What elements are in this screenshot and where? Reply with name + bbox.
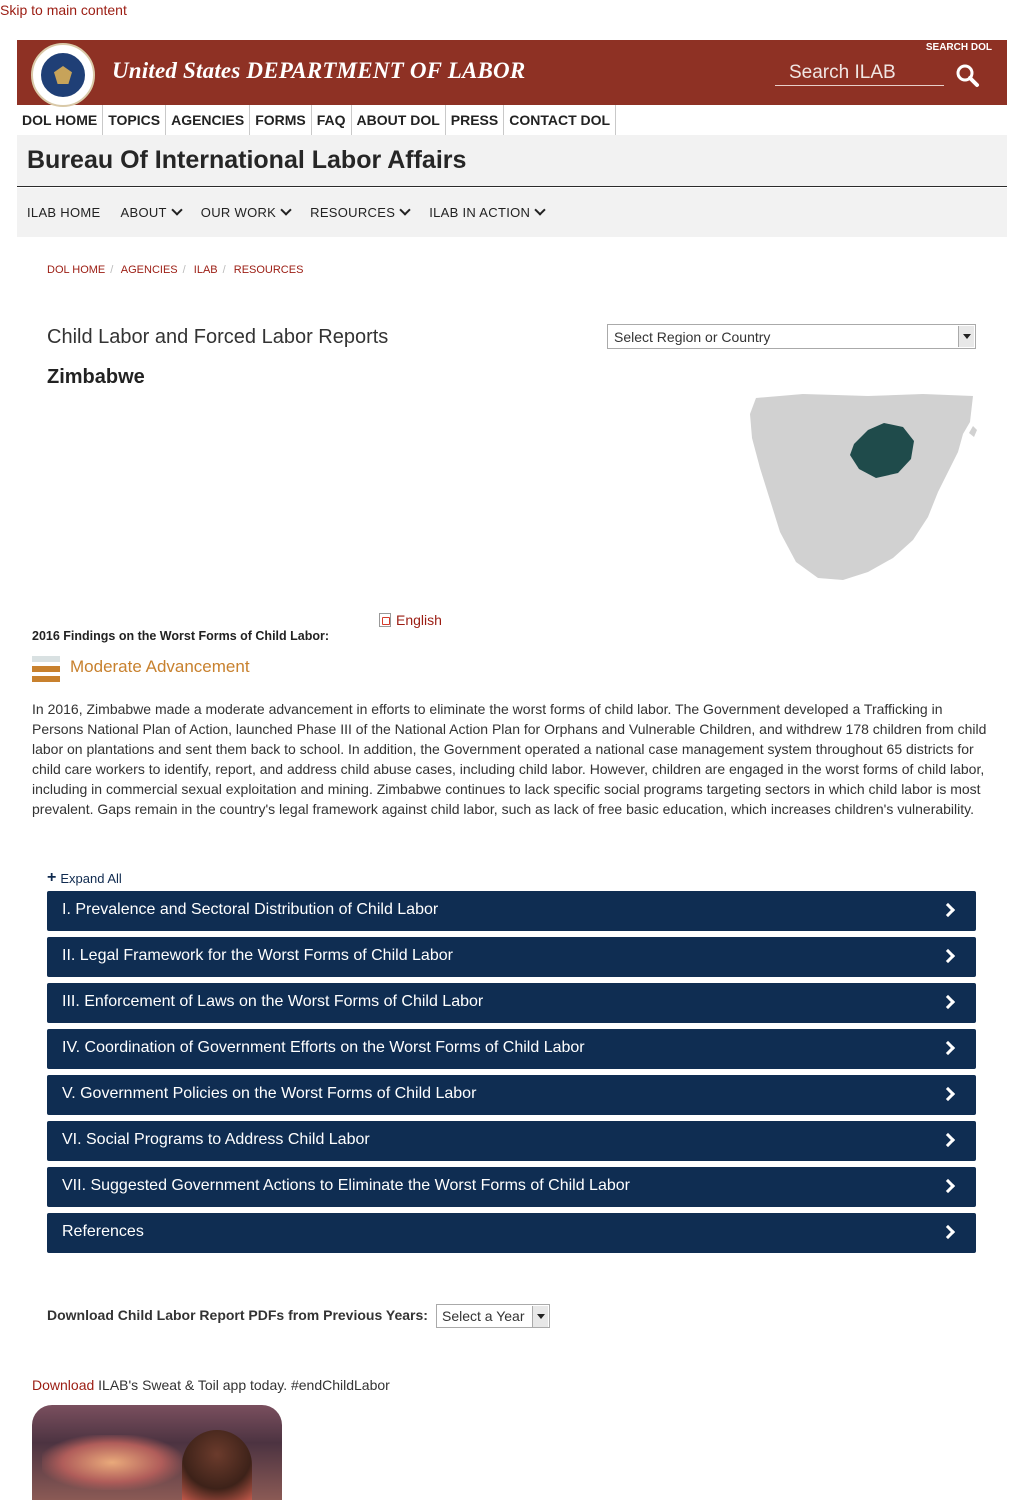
findings-heading: 2016 Findings on the Worst Forms of Chil…: [32, 629, 330, 643]
subnav-ilab-in-action[interactable]: ILAB IN ACTION: [429, 188, 546, 237]
section-suggested-actions[interactable]: VII. Suggested Government Actions to Eli…: [47, 1167, 976, 1207]
page-subtitle: Child Labor and Forced Labor Reports: [47, 326, 389, 348]
chevron-down-icon: [534, 204, 546, 216]
chevron-down-icon: [399, 204, 411, 216]
section-enforcement[interactable]: III. Enforcement of Laws on the Worst Fo…: [47, 983, 976, 1023]
report-sections: I. Prevalence and Sectoral Distribution …: [47, 891, 976, 1259]
chevron-right-icon: [940, 1178, 956, 1194]
section-coordination[interactable]: IV. Coordination of Government Efforts o…: [47, 1029, 976, 1069]
year-select[interactable]: Select a Year: [436, 1304, 550, 1328]
chevron-right-icon: [940, 1224, 956, 1240]
dol-seal-logo[interactable]: [31, 43, 95, 107]
section-legal-framework[interactable]: II. Legal Framework for the Worst Forms …: [47, 937, 976, 977]
section-prevalence[interactable]: I. Prevalence and Sectoral Distribution …: [47, 891, 976, 931]
header-banner: United States DEPARTMENT OF LABOR SEARCH…: [17, 40, 1007, 107]
country-map: [750, 394, 977, 580]
nav-dol-home[interactable]: DOL HOME: [17, 105, 104, 135]
chevron-right-icon: [940, 948, 956, 964]
chevron-down-icon: [280, 204, 292, 216]
nav-about-dol[interactable]: ABOUT DOL: [352, 105, 446, 135]
bureau-navigation: ILAB HOME ABOUT OUR WORK RESOURCES ILAB …: [17, 188, 1007, 237]
dropdown-arrow-icon: [532, 1306, 548, 1327]
chevron-right-icon: [940, 1132, 956, 1148]
section-social-programs[interactable]: VI. Social Programs to Address Child Lab…: [47, 1121, 976, 1161]
plus-icon: +: [47, 869, 57, 886]
chevron-right-icon: [940, 994, 956, 1010]
download-app-link[interactable]: Download: [32, 1377, 95, 1393]
search-icon[interactable]: [954, 62, 980, 88]
nav-press[interactable]: PRESS: [446, 105, 505, 135]
subnav-our-work[interactable]: OUR WORK: [201, 188, 292, 237]
subnav-about[interactable]: ABOUT: [121, 188, 183, 237]
top-navigation: DOL HOME TOPICS AGENCIES FORMS FAQ ABOUT…: [17, 105, 1007, 135]
bureau-header: Bureau Of International Labor Affairs: [17, 135, 1007, 187]
department-title[interactable]: United States DEPARTMENT OF LABOR: [112, 58, 526, 83]
breadcrumb-agencies[interactable]: AGENCIES: [120, 264, 178, 276]
assessment-label: Moderate Advancement: [70, 657, 250, 676]
nav-faq[interactable]: FAQ: [312, 105, 352, 135]
breadcrumb-ilab[interactable]: ILAB: [193, 264, 218, 276]
zimbabwe-highlight: [850, 423, 914, 478]
breadcrumb-resources[interactable]: RESOURCES: [233, 264, 304, 276]
nav-contact-dol[interactable]: CONTACT DOL: [504, 105, 617, 135]
download-label: Download Child Labor Report PDFs from Pr…: [47, 1307, 428, 1323]
search-input[interactable]: [775, 60, 944, 86]
chevron-down-icon: [171, 204, 183, 216]
nav-topics[interactable]: TOPICS: [103, 105, 167, 135]
section-policies[interactable]: V. Government Policies on the Worst Form…: [47, 1075, 976, 1115]
breadcrumb-dol-home[interactable]: DOL HOME: [47, 264, 106, 276]
app-promo: Download ILAB's Sweat & Toil app today. …: [32, 1377, 390, 1393]
pdf-icon: [379, 613, 391, 627]
chevron-right-icon: [940, 902, 956, 918]
country-select[interactable]: Select Region or Country: [607, 324, 976, 349]
nav-agencies[interactable]: AGENCIES: [166, 105, 251, 135]
subnav-resources[interactable]: RESOURCES: [310, 188, 411, 237]
sweat-and-toil-app-image[interactable]: [32, 1405, 282, 1500]
section-references[interactable]: References: [47, 1213, 976, 1253]
assessment-level-icon: [32, 656, 60, 682]
search-label: SEARCH DOL: [925, 42, 992, 53]
chevron-right-icon: [940, 1040, 956, 1056]
bureau-title[interactable]: Bureau Of International Labor Affairs: [27, 146, 467, 174]
skip-link[interactable]: Skip to main content: [0, 2, 127, 18]
breadcrumb: DOL HOME / AGENCIES / ILAB / RESOURCES: [47, 264, 304, 276]
english-pdf-link[interactable]: English: [379, 612, 442, 628]
nav-forms[interactable]: FORMS: [250, 105, 312, 135]
country-title: Zimbabwe: [47, 366, 145, 388]
chevron-right-icon: [940, 1086, 956, 1102]
subnav-ilab-home[interactable]: ILAB HOME: [27, 205, 101, 220]
findings-summary: In 2016, Zimbabwe made a moderate advanc…: [32, 701, 987, 817]
dropdown-arrow-icon: [958, 326, 974, 347]
expand-all-button[interactable]: + Expand All: [47, 869, 122, 886]
